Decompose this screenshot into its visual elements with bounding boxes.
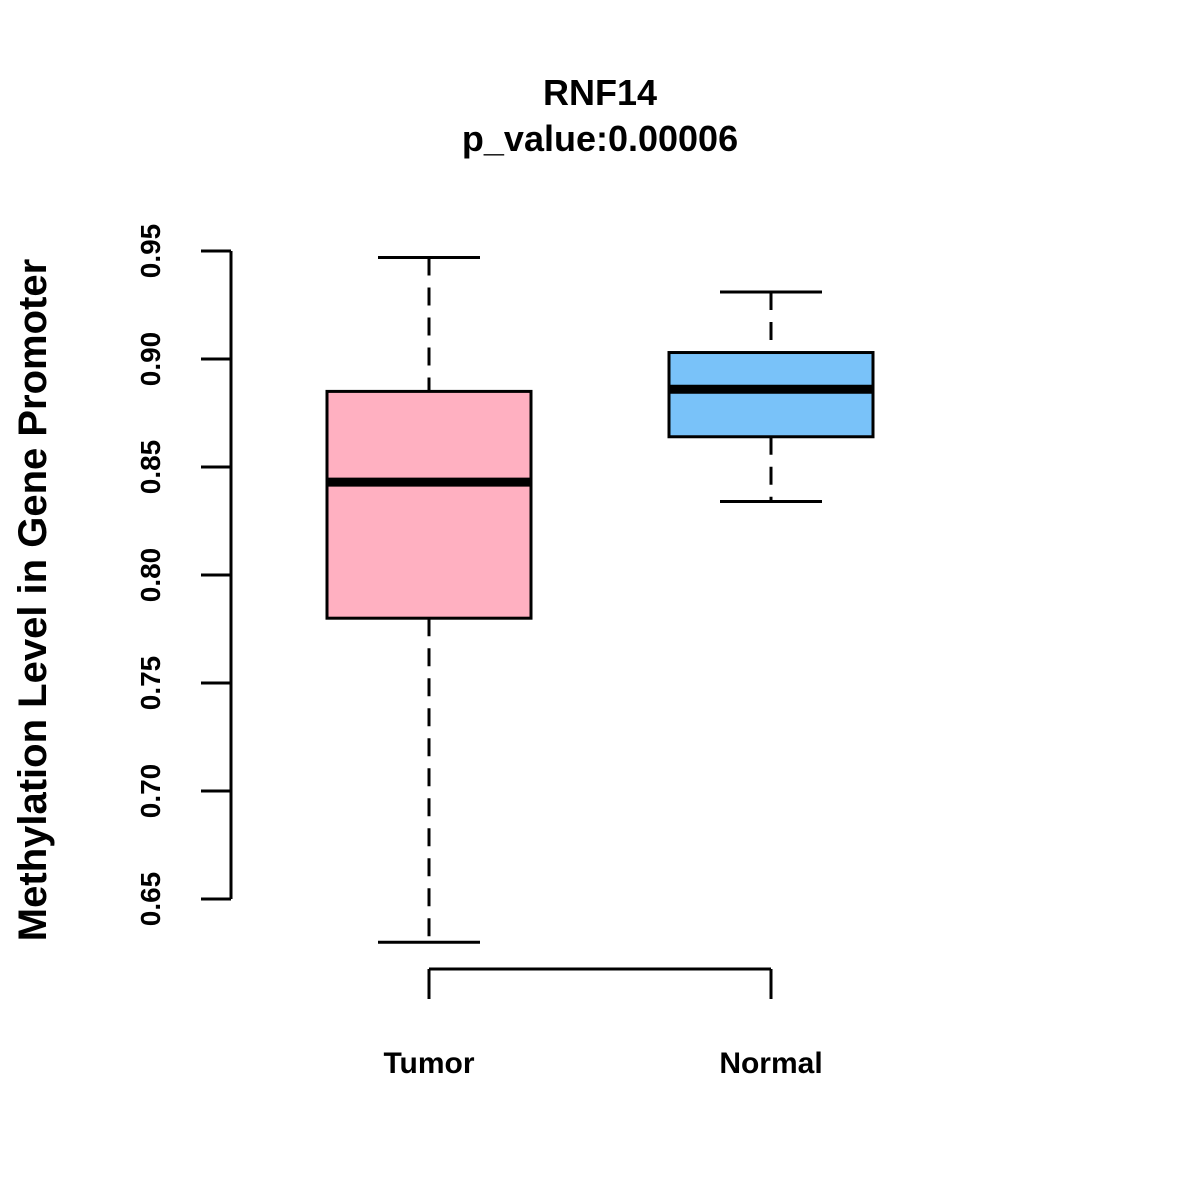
iqr-box xyxy=(667,351,875,439)
y-tick-label: 0.75 xyxy=(135,656,166,711)
chart-subtitle: p_value:0.00006 xyxy=(462,118,738,159)
y-tick-label: 0.90 xyxy=(135,332,166,387)
x-tick-label: Normal xyxy=(719,1047,822,1080)
y-tick-label: 0.95 xyxy=(135,224,166,279)
y-tick-label: 0.85 xyxy=(135,440,166,495)
chart-title: RNF14 xyxy=(543,72,657,113)
y-axis: 0.65 0.70 0.75 0.80 0.85 0.90 0.95 xyxy=(135,224,233,927)
box-normal xyxy=(667,290,875,504)
x-axis: Tumor Normal xyxy=(383,967,823,1080)
x-tick-label: Tumor xyxy=(383,1047,474,1080)
y-tick-label: 0.80 xyxy=(135,548,166,603)
y-tick-label: 0.70 xyxy=(135,764,166,819)
y-tick-label: 0.65 xyxy=(135,872,166,927)
box-tumor xyxy=(325,255,533,944)
box-group xyxy=(325,255,875,944)
iqr-box xyxy=(325,389,533,620)
y-axis-label: Methylation Level in Gene Promoter xyxy=(11,259,55,941)
